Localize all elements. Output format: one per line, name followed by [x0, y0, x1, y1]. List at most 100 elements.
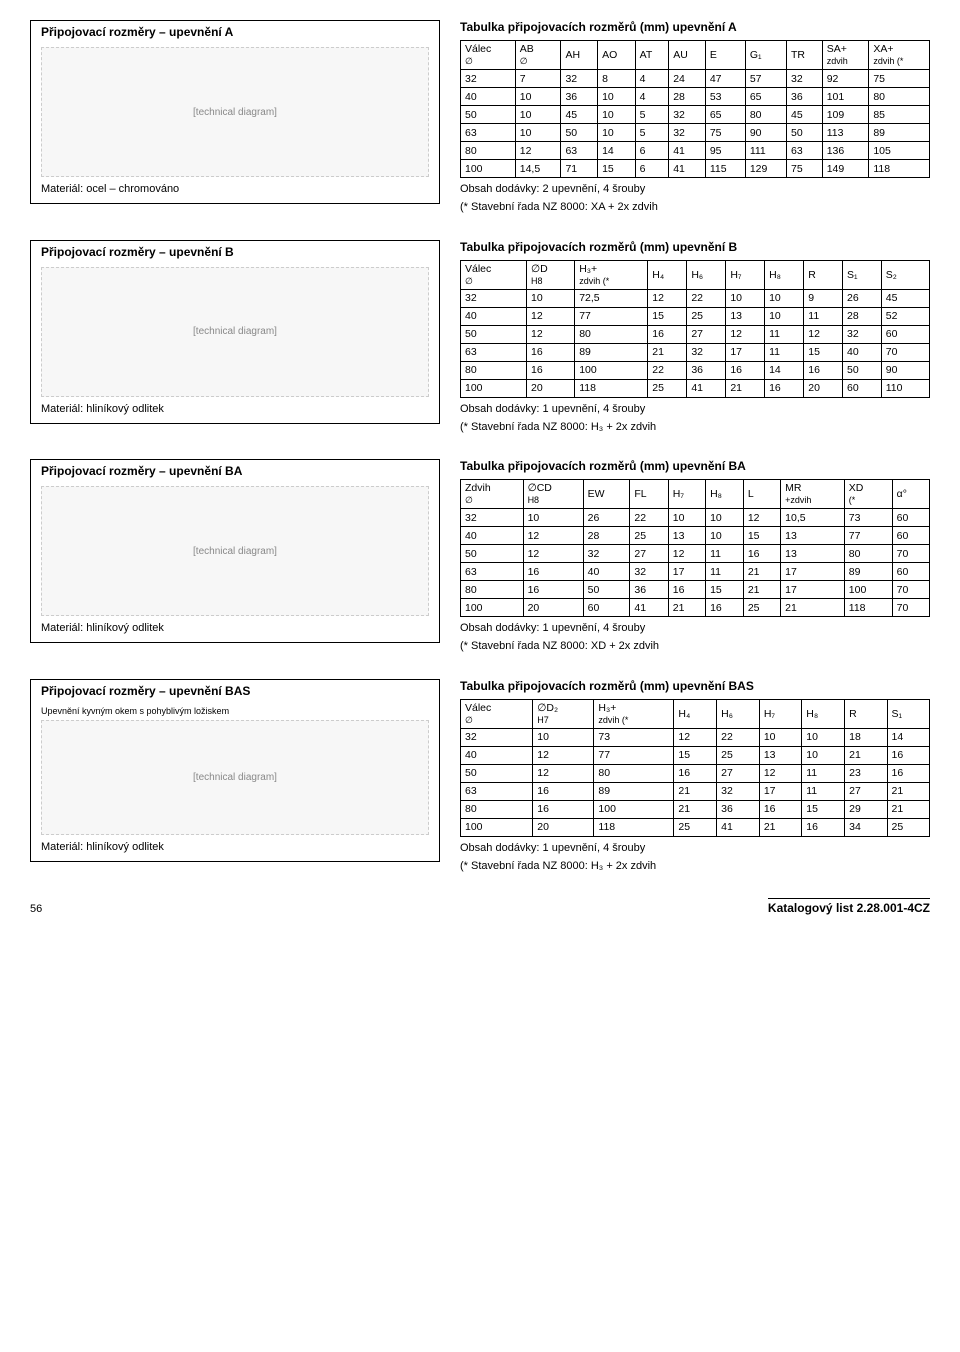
material-a: Materiál: ocel – chromováno	[41, 183, 429, 195]
table-cell: 20	[533, 818, 594, 836]
table-row: 4010361042853653610180	[461, 88, 930, 106]
col-header: H₇	[759, 699, 801, 728]
col-header: AU	[669, 41, 706, 70]
table-bas-title: Tabulka připojovacích rozměrů (mm) upevn…	[460, 679, 930, 693]
diagram-bas: [technical diagram]	[41, 720, 429, 835]
table-cell: 36	[630, 581, 668, 599]
table-cell: 13	[781, 545, 845, 563]
section-ba-left: Připojovací rozměry – upevnění BA [techn…	[30, 459, 440, 643]
table-row: 5010451053265804510985	[461, 106, 930, 124]
col-header: S₁	[887, 699, 929, 728]
table-cell: 36	[717, 800, 760, 818]
table-cell: 118	[575, 379, 648, 397]
table-cell: 45	[561, 106, 598, 124]
col-header: EW	[583, 480, 630, 509]
table-cell: 21	[674, 800, 717, 818]
table-cell: 10	[515, 88, 561, 106]
table-cell: 60	[892, 527, 929, 545]
table-cell: 27	[687, 325, 726, 343]
table-cell: 12	[648, 289, 687, 307]
table-cell: 41	[669, 160, 706, 178]
col-header: α°	[892, 480, 929, 509]
table-cell: 63	[561, 142, 598, 160]
table-cell: 27	[717, 764, 760, 782]
table-cell: 70	[892, 545, 929, 563]
table-cell: 32	[461, 289, 527, 307]
table-cell: 5	[635, 106, 669, 124]
table-row: 321072,51222101092645	[461, 289, 930, 307]
table-cell: 16	[648, 325, 687, 343]
table-cell: 80	[869, 88, 930, 106]
table-cell: 85	[869, 106, 930, 124]
catalog-ref: Katalogový list 2.28.001-4CZ	[768, 898, 930, 915]
table-cell: 21	[887, 782, 929, 800]
foot-ba1: Obsah dodávky: 1 upevnění, 4 šrouby	[460, 621, 930, 635]
table-cell: 36	[561, 88, 598, 106]
table-cell: 11	[765, 343, 804, 361]
table-cell: 57	[745, 70, 786, 88]
table-cell: 25	[687, 307, 726, 325]
table-cell: 36	[787, 88, 823, 106]
table-cell: 80	[461, 800, 533, 818]
table-cell: 32	[843, 325, 882, 343]
diagram-placeholder: [technical diagram]	[193, 546, 277, 557]
foot-a1: Obsah dodávky: 2 upevnění, 4 šrouby	[460, 182, 930, 196]
section-b-title: Připojovací rozměry – upevnění B	[41, 245, 429, 259]
table-cell: 12	[726, 325, 765, 343]
table-cell: 12	[668, 545, 705, 563]
table-cell: 21	[887, 800, 929, 818]
table-cell: 40	[461, 527, 524, 545]
table-cell: 40	[461, 88, 516, 106]
table-cell: 20	[527, 379, 575, 397]
table-cell: 25	[674, 818, 717, 836]
table-cell: 10	[759, 728, 801, 746]
table-cell: 7	[515, 70, 561, 88]
table-row: 321073122210101814	[461, 728, 930, 746]
material-b: Materiál: hliníkový odlitek	[41, 403, 429, 415]
material-ba: Materiál: hliníkový odlitek	[41, 622, 429, 634]
table-cell: 32	[787, 70, 823, 88]
table-cell: 118	[869, 160, 930, 178]
table-cell: 118	[594, 818, 674, 836]
table-cell: 17	[668, 563, 705, 581]
table-cell: 75	[787, 160, 823, 178]
table-cell: 50	[583, 581, 630, 599]
table-cell: 24	[669, 70, 706, 88]
table-cell: 77	[844, 527, 892, 545]
table-b-title: Tabulka připojovacích rozměrů (mm) upevn…	[460, 240, 930, 254]
page-number: 56	[30, 903, 42, 915]
table-cell: 65	[745, 88, 786, 106]
table-cell: 41	[630, 599, 668, 617]
table-cell: 27	[845, 782, 887, 800]
table-cell: 16	[726, 361, 765, 379]
table-row: 3210262210101210,57360	[461, 509, 930, 527]
table-cell: 65	[705, 106, 745, 124]
table-row: 3273284244757329275	[461, 70, 930, 88]
table-cell: 60	[892, 563, 929, 581]
section-bas-frame: Připojovací rozměry – upevnění BAS Upevn…	[30, 679, 440, 862]
foot-b2: (* Stavební řada NZ 8000: H₃ + 2x zdvih	[460, 420, 930, 434]
table-cell: 52	[881, 307, 929, 325]
table-cell: 60	[892, 509, 929, 527]
table-row: 40127715251310112852	[461, 307, 930, 325]
table-cell: 110	[881, 379, 929, 397]
table-cell: 32	[561, 70, 598, 88]
section-b-right: Tabulka připojovacích rozměrů (mm) upevn…	[460, 240, 930, 435]
section-b: Připojovací rozměry – upevnění B [techni…	[30, 240, 930, 435]
table-cell: 101	[822, 88, 869, 106]
table-cell: 12	[527, 325, 575, 343]
diagram-placeholder: [technical diagram]	[193, 772, 277, 783]
table-cell: 129	[745, 160, 786, 178]
table-cell: 75	[705, 124, 745, 142]
table-cell: 136	[822, 142, 869, 160]
table-cell: 41	[687, 379, 726, 397]
page-footer: 56 Katalogový list 2.28.001-4CZ	[30, 898, 930, 915]
table-cell: 89	[575, 343, 648, 361]
table-cell: 6	[635, 142, 669, 160]
table-cell: 21	[743, 563, 780, 581]
table-row: 801610022361614165090	[461, 361, 930, 379]
table-cell: 80	[844, 545, 892, 563]
table-cell: 12	[674, 728, 717, 746]
table-cell: 50	[843, 361, 882, 379]
table-a-title: Tabulka připojovacích rozměrů (mm) upevn…	[460, 20, 930, 34]
